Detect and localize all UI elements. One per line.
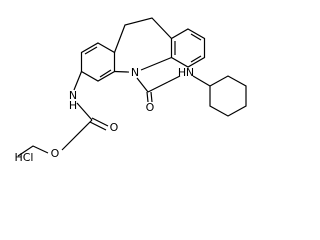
carbamate-n: N xyxy=(69,89,77,102)
amine-n: N xyxy=(186,66,194,79)
cyclohexane xyxy=(209,75,247,117)
double-bond xyxy=(146,91,149,103)
ethyl xyxy=(17,145,49,157)
bond xyxy=(114,70,130,73)
double-bond xyxy=(89,121,107,131)
carbamate-h: H xyxy=(69,99,77,112)
bond xyxy=(73,71,83,91)
double-bond xyxy=(84,46,98,55)
ring-b xyxy=(170,28,206,68)
bridge xyxy=(113,17,172,53)
ketone-oxygen: O xyxy=(146,101,155,114)
double-bond xyxy=(99,69,112,78)
bond xyxy=(147,81,169,93)
double-bond xyxy=(91,117,109,127)
salt: HCl xyxy=(14,151,33,164)
bond xyxy=(140,56,172,71)
amine-h: H xyxy=(178,66,186,79)
carbonyl-oxygen: O xyxy=(110,121,119,134)
double-bond xyxy=(190,55,202,63)
ring-a xyxy=(80,42,116,82)
page: N O H N N H O O HCl (() => { const data … xyxy=(14,17,247,164)
bond xyxy=(76,102,93,121)
bond xyxy=(192,75,211,87)
double-bond xyxy=(190,33,202,41)
bond xyxy=(167,75,181,83)
ester-oxygen: O xyxy=(51,147,60,160)
bond xyxy=(136,77,149,93)
double-bond xyxy=(150,91,153,103)
bonds xyxy=(17,17,247,157)
bond xyxy=(61,119,93,151)
structure: N O H N N H O O HCl xyxy=(14,17,247,164)
ring-nitrogen: N xyxy=(131,66,139,79)
